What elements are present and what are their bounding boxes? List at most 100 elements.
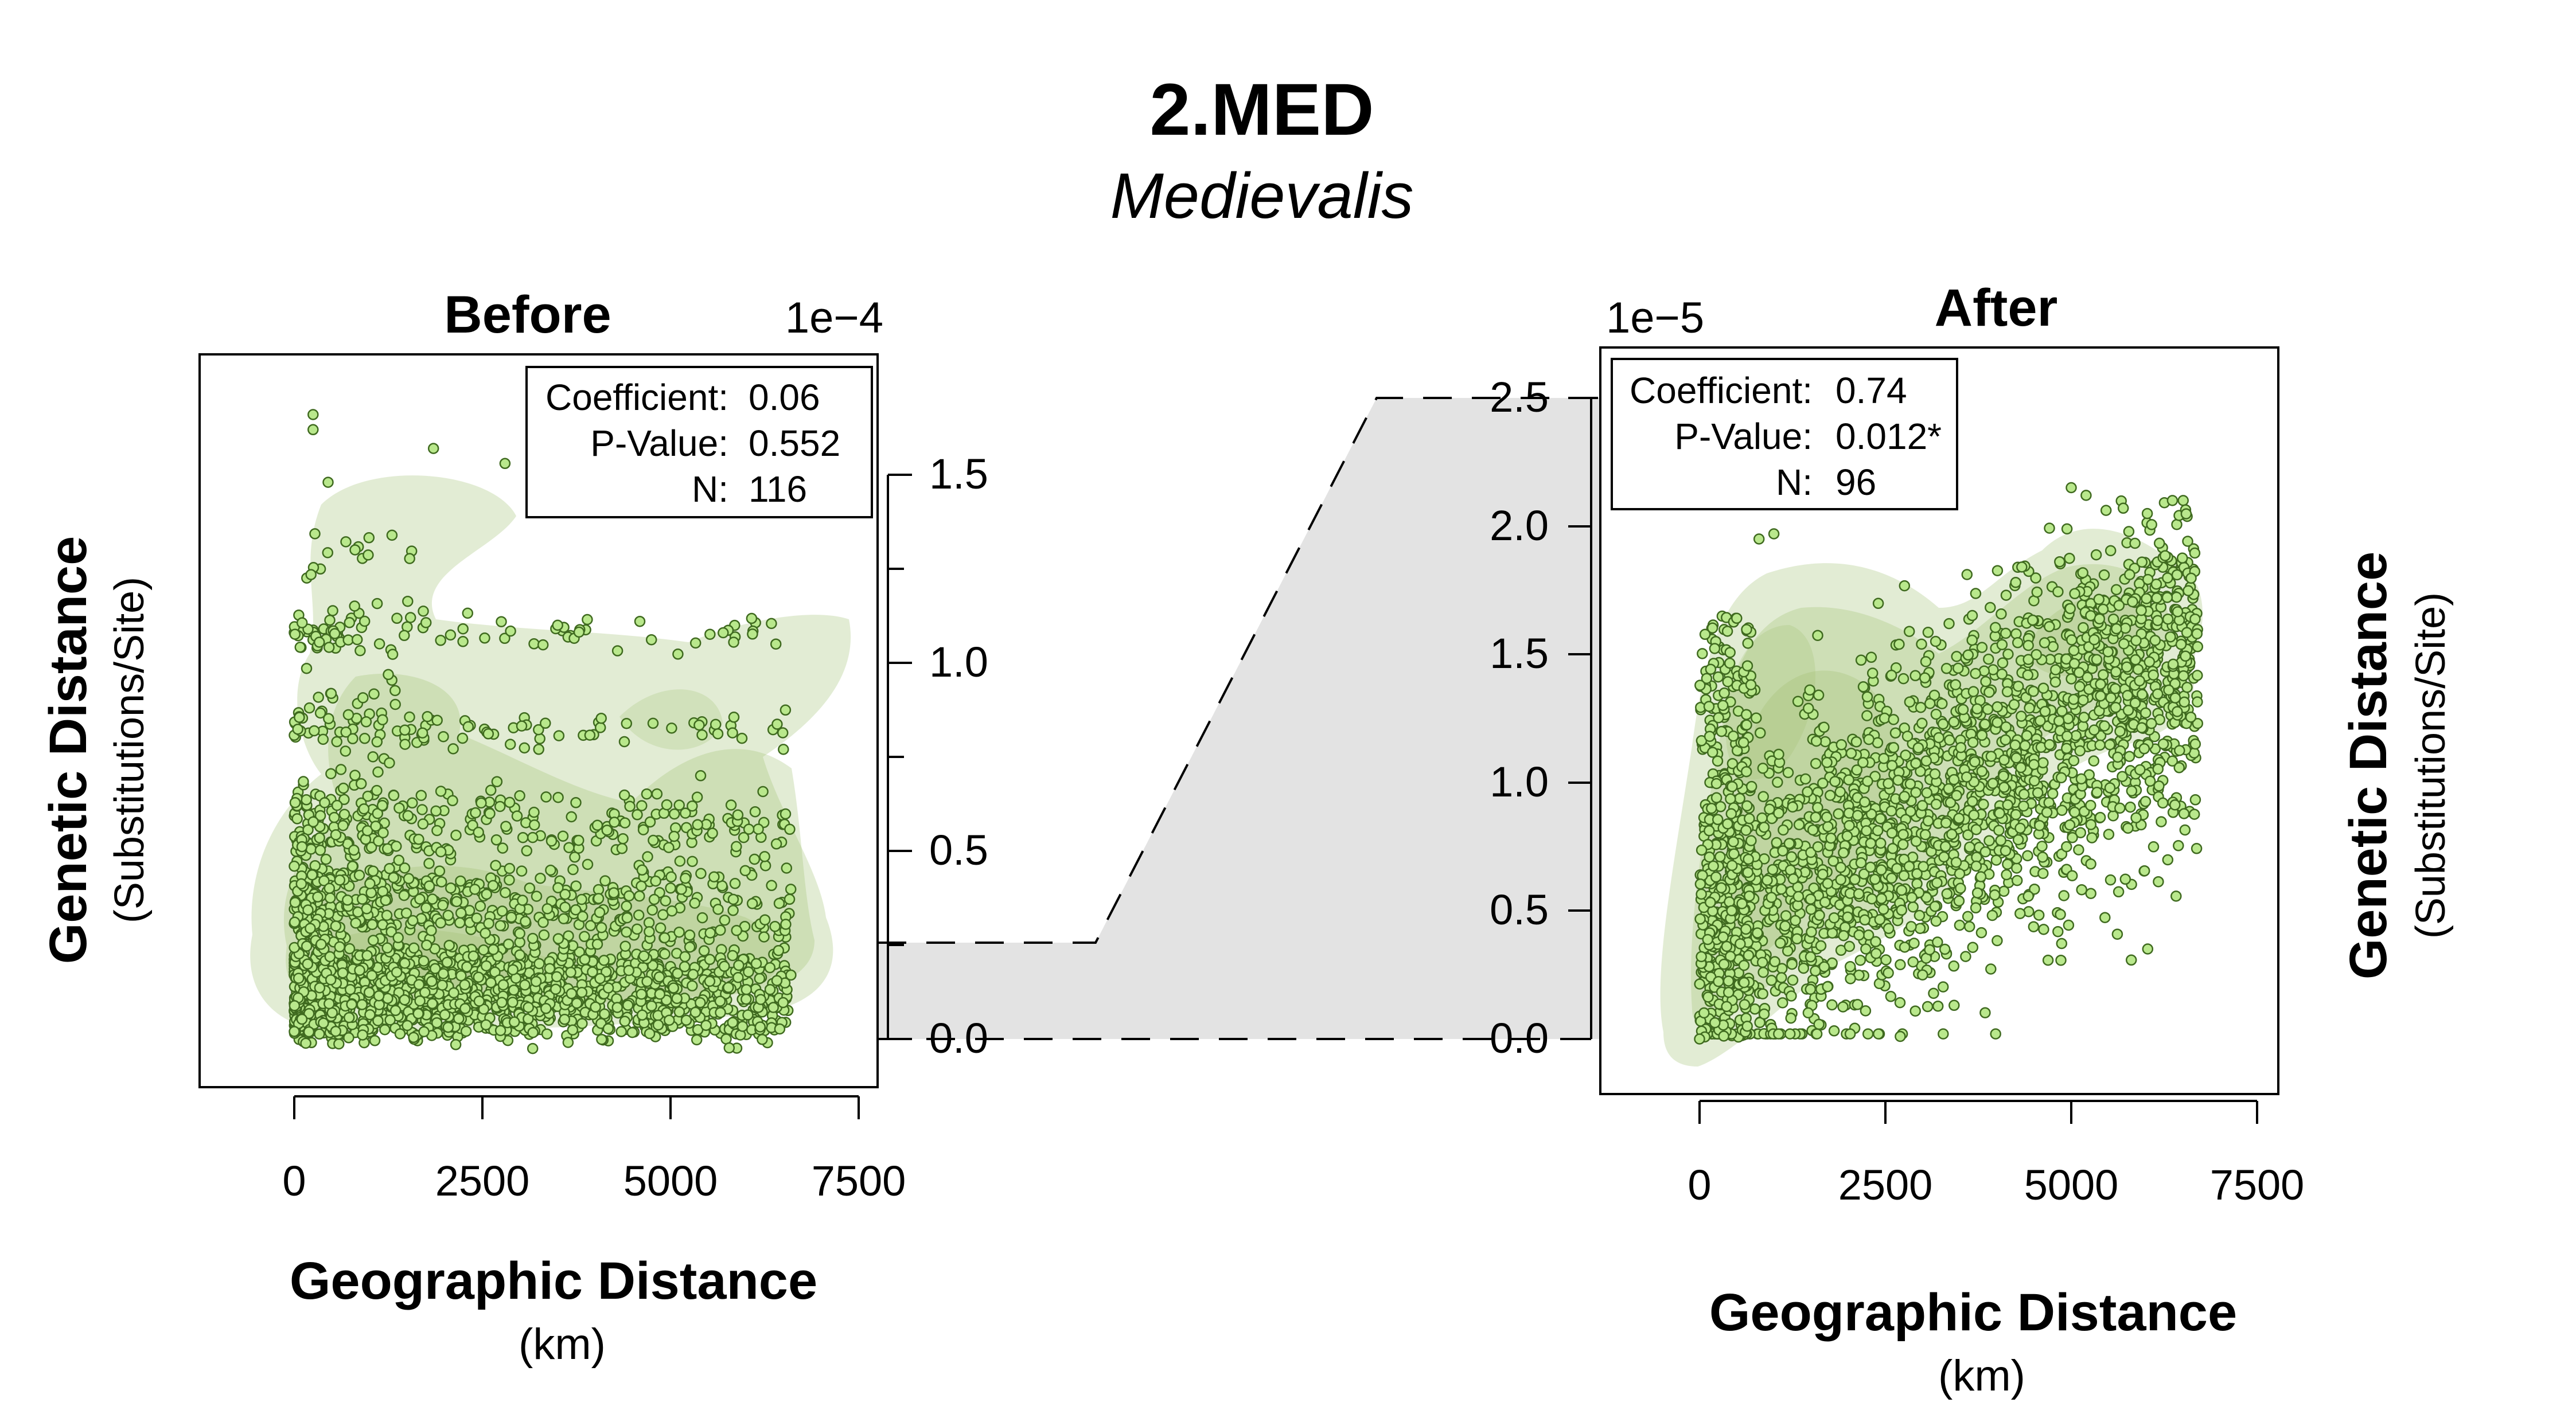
before-point [324,951,336,963]
before-point [695,770,707,782]
before-point [557,830,569,842]
before-point [462,721,474,733]
before-point [407,797,418,809]
before-point [511,810,523,822]
after-point [1835,874,1846,885]
before-point [579,931,590,943]
after-point [1757,966,1769,978]
after-point [1886,827,1898,839]
after-point [1897,838,1909,850]
before-point [322,547,334,558]
after-point [2022,850,2033,862]
after-point [1787,974,1799,986]
after-point [1971,887,1983,899]
before-point [403,873,415,885]
after-point [1764,803,1775,815]
after-point [2022,654,2034,665]
after-point [1694,1033,1705,1045]
after-point [1722,975,1735,987]
before-point [774,1023,786,1035]
after-point [1710,871,1722,883]
before-point [364,878,376,889]
after-point [1854,954,1866,966]
after-point [1896,904,1908,916]
after-point [1910,757,1922,770]
after-point [1787,801,1798,813]
after-point [1903,626,1915,637]
after-point [1863,733,1874,745]
before-point [622,999,634,1011]
after-point [1954,868,1966,880]
after-point [1966,796,1978,807]
after-point [1742,638,1753,649]
before-point [358,615,371,627]
after-point [1979,1007,1991,1018]
before-point [757,786,769,798]
before-point [296,1013,308,1025]
before-point [459,979,470,991]
after-point [2080,490,2092,501]
before-point [445,629,457,641]
before-point [777,727,789,739]
before-point [330,829,342,841]
after-point [2189,547,2201,559]
after-point [1943,618,1955,630]
after-point [2181,627,2193,638]
after-point [1948,999,1960,1011]
after-point [1953,662,1964,674]
before-point [544,963,556,974]
before-point [764,983,776,995]
after-point [1928,689,1940,701]
after-point [1837,1001,1849,1013]
after-point [1702,933,1713,946]
after-point [2170,890,2182,902]
after-point [1875,837,1887,849]
before-point [769,920,781,932]
after-point [1706,802,1717,814]
after-point [2181,681,2193,693]
before-stat-label-n: N: [692,468,728,510]
after-point [1932,936,1943,948]
before-point [621,718,633,729]
after-point [2050,664,2061,675]
after-point [1744,813,1755,825]
after-point [2105,874,2117,886]
before-point [404,711,415,723]
before-point [753,823,764,835]
after-point [2088,755,2100,767]
after-point [2123,751,2135,762]
after-point [1722,676,1733,688]
before-point [337,967,349,979]
after-point [1838,929,1849,942]
before-point [516,720,528,732]
before-point [654,922,667,934]
before-point [434,865,446,877]
before-point [314,982,326,994]
before-point [770,638,782,650]
before-point [355,778,367,790]
after-point [1697,648,1708,659]
after-point [1844,1028,1856,1040]
after-point [1817,778,1829,789]
before-point [367,751,379,763]
after-point [2122,690,2133,701]
after-point [1841,830,1853,842]
before-point [416,727,428,739]
before-point [505,911,517,923]
after-point [1802,1007,1814,1019]
before-point [537,639,549,651]
before-point [741,983,753,995]
before-point [535,872,546,884]
before-point [481,960,492,972]
before-point [364,1009,376,1021]
before-point [307,424,319,436]
before-point [727,893,739,905]
before-point [303,702,315,714]
after-point [2068,693,2079,705]
before-point [715,1007,726,1018]
before-point [340,536,352,548]
after-point [2179,824,2191,836]
before-stat-label-coefficient: Coefficient: [545,377,728,418]
after-point [1888,714,1899,725]
before-point [504,862,516,874]
